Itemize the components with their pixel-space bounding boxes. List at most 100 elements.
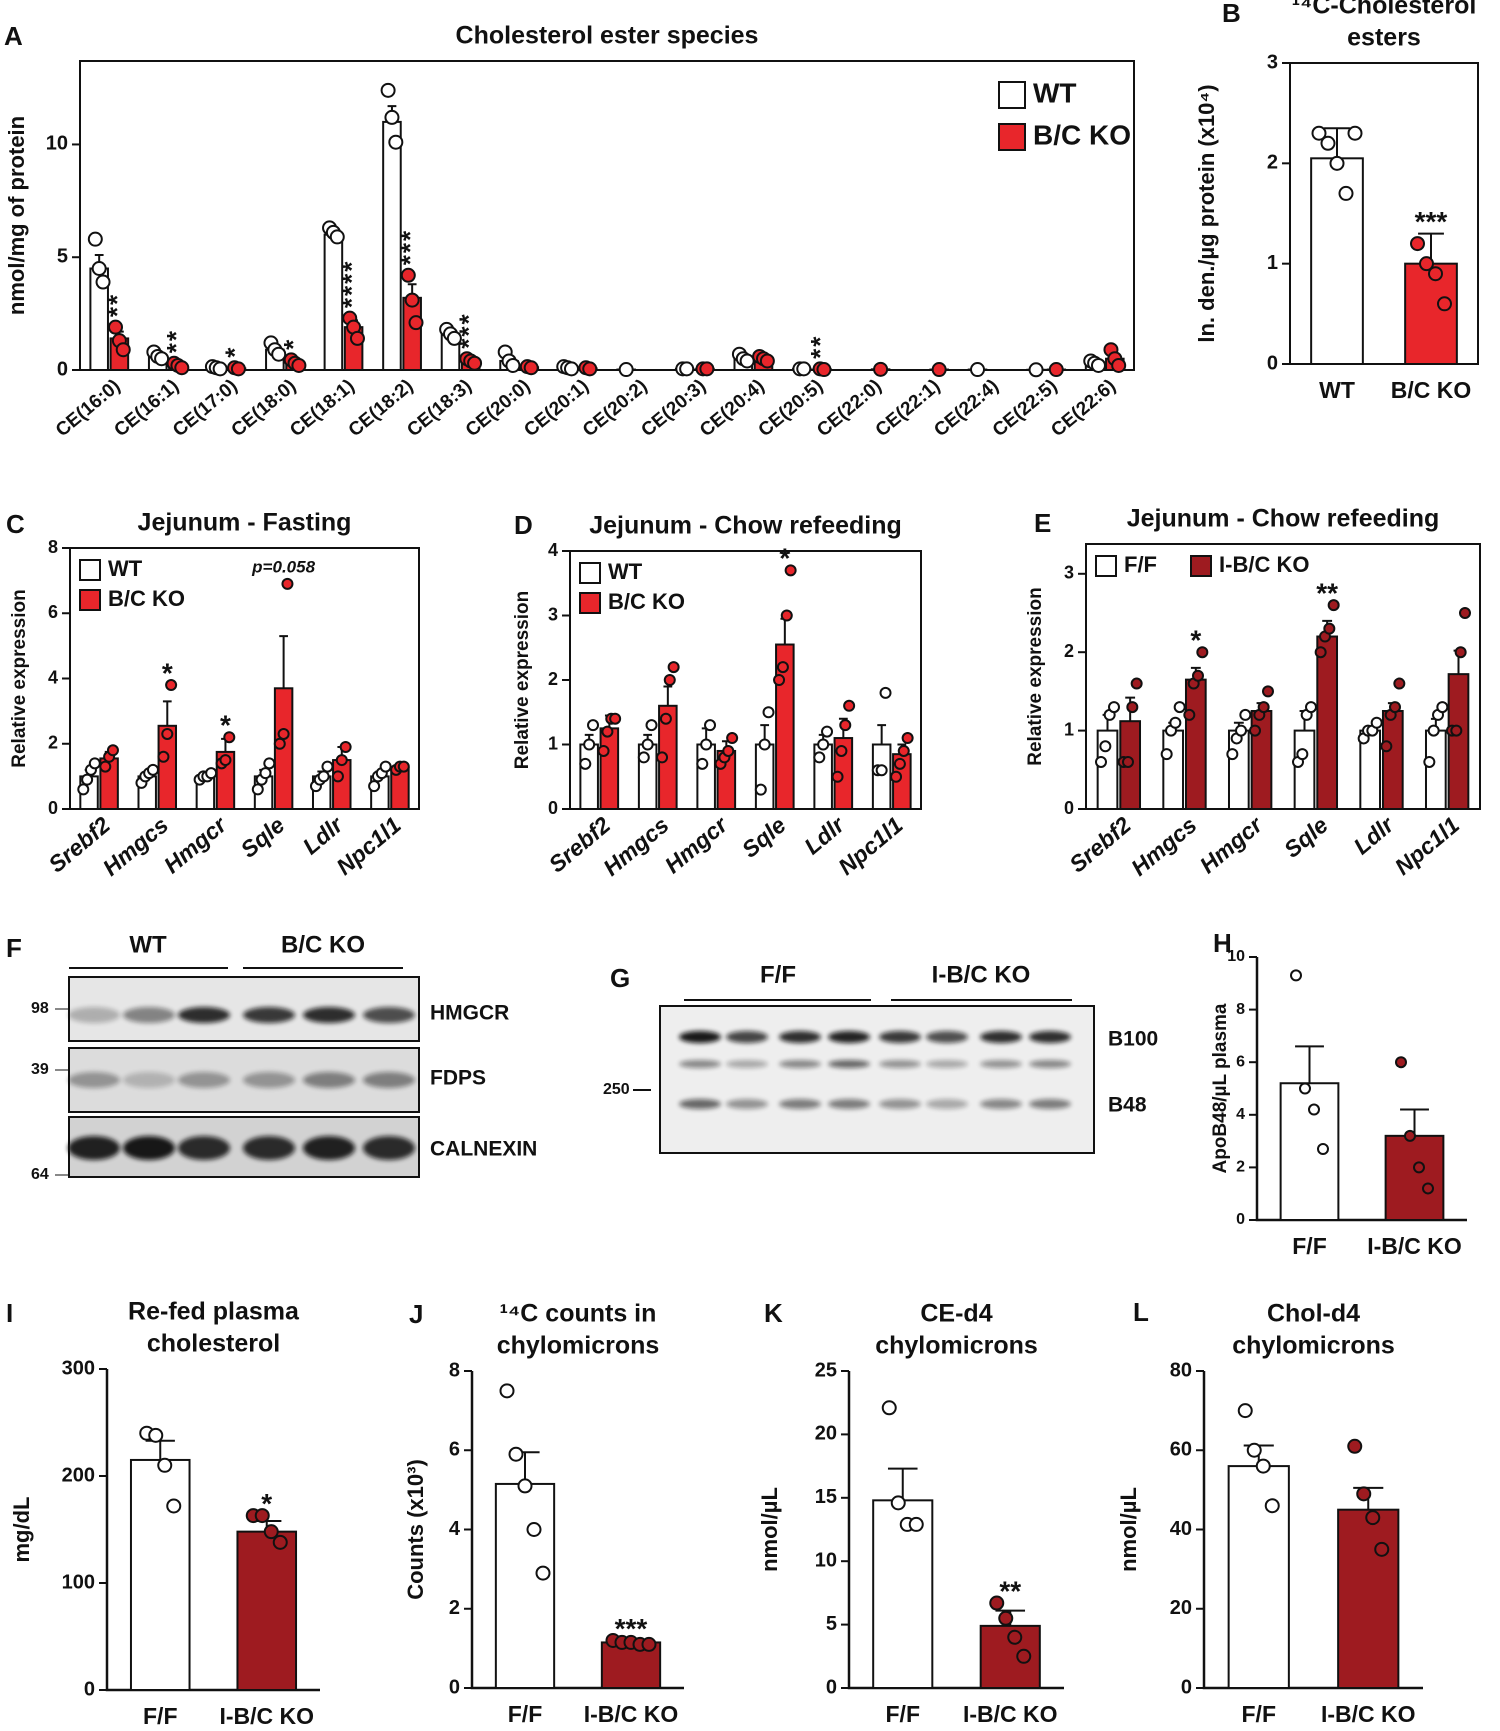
data-point: [1338, 185, 1354, 201]
y-tick-label: 10: [1227, 948, 1245, 965]
significance: ***: [615, 1613, 648, 1644]
y-axis-label: Counts (x10³): [403, 1459, 428, 1600]
blot-band: [828, 1031, 870, 1043]
data-point: [696, 757, 709, 770]
data-point: [259, 767, 272, 780]
bar: [1162, 729, 1185, 811]
y-tick-label: 60: [1170, 1439, 1192, 1461]
data-point: [87, 231, 103, 247]
data-point: [784, 564, 797, 577]
data-point: [1356, 1486, 1372, 1502]
data-point: [1423, 755, 1436, 768]
y-tick-label: 40: [1170, 1518, 1192, 1540]
y-tick-label: 100: [62, 1571, 95, 1593]
data-point: [722, 744, 735, 757]
data-point: [88, 757, 101, 770]
significance: *: [261, 1488, 272, 1519]
data-point: [754, 783, 767, 796]
x-tick-label: Ldlr: [1348, 811, 1399, 860]
y-tick-label: 20: [1170, 1597, 1192, 1619]
data-point: [1370, 716, 1383, 729]
blot-band: [679, 1099, 721, 1109]
legend-swatch: [579, 562, 601, 584]
data-point: [890, 770, 903, 783]
data-point: [161, 727, 174, 740]
data-point: [618, 362, 634, 378]
data-point: [271, 346, 287, 362]
data-point: [582, 361, 598, 377]
data-point: [1235, 724, 1248, 737]
y-tick-label: 15: [815, 1486, 837, 1508]
chart-title: CE-d4: [920, 1300, 992, 1328]
band-label: FDPS: [430, 1067, 486, 1090]
data-point: [1305, 701, 1318, 714]
y-tick-label: 4: [1236, 1106, 1245, 1123]
data-point: [499, 1383, 515, 1399]
y-tick-label: 8: [48, 537, 58, 557]
chart-title: chylomicrons: [1232, 1332, 1395, 1360]
y-tick-label: 300: [62, 1357, 95, 1379]
data-point: [339, 741, 352, 754]
panel-label: L: [1133, 1297, 1149, 1327]
legend-swatch: [79, 559, 101, 581]
y-tick-label: 0: [449, 1676, 460, 1698]
x-tick-label: CE(18:2): [345, 376, 418, 442]
data-point: [317, 770, 330, 783]
blot-band: [828, 1099, 870, 1109]
bar: [1310, 157, 1364, 365]
data-point: [1090, 357, 1106, 373]
data-point: [908, 1516, 924, 1532]
x-tick-label: Hmgcr: [1195, 811, 1268, 878]
data-point: [115, 342, 131, 358]
chart-title: Jejunum - Chow refeeding: [1127, 505, 1440, 533]
data-point: [835, 744, 848, 757]
bar: [1227, 1465, 1290, 1689]
data-point: [989, 1595, 1005, 1611]
group-label: B/C KO: [281, 931, 365, 958]
x-tick-label: Npc1l1: [833, 812, 908, 880]
y-axis-label: Relative expression: [9, 589, 30, 767]
y-tick-label: 2: [1064, 641, 1074, 661]
blot-band: [926, 1060, 968, 1068]
data-point: [205, 767, 218, 780]
data-point: [679, 361, 695, 377]
significance: **: [102, 293, 132, 317]
significance: *: [278, 338, 308, 350]
data-point: [408, 315, 424, 331]
data-point: [263, 1524, 279, 1540]
y-tick-label: 3: [548, 604, 558, 624]
data-point: [1413, 1161, 1425, 1174]
data-point: [1121, 755, 1134, 768]
bar: [129, 1458, 191, 1691]
y-tick-label: 3: [1267, 51, 1278, 73]
error-bar: [279, 635, 288, 689]
y-tick-label: 25: [815, 1359, 837, 1381]
error-bar: [162, 700, 172, 726]
y-tick-label: 5: [826, 1613, 837, 1635]
x-tick-label: CE(20:5): [755, 376, 828, 442]
significance: **: [161, 329, 191, 353]
legend-label: WT: [1033, 77, 1077, 108]
blot-band: [68, 1007, 120, 1023]
data-point: [1173, 701, 1186, 714]
data-point: [1323, 622, 1336, 635]
data-point: [148, 1427, 164, 1443]
error-bar: [1295, 1045, 1324, 1084]
mw-marker: 39: [31, 1061, 49, 1078]
bar: [402, 296, 422, 372]
blot-band: [726, 1099, 768, 1109]
error-bar: [1400, 1108, 1429, 1136]
x-tick-label: CE(18:0): [228, 376, 301, 442]
data-point: [335, 754, 348, 767]
data-point: [1261, 685, 1274, 698]
bar: [1279, 1082, 1340, 1221]
y-axis-label: mg/dL: [9, 1497, 34, 1563]
bar: [696, 743, 716, 810]
x-tick-label: Sqle: [1279, 811, 1333, 862]
y-tick-label: 1: [548, 733, 558, 753]
data-point: [641, 1636, 657, 1652]
data-point: [404, 292, 420, 308]
data-point: [523, 360, 539, 376]
data-point: [467, 355, 483, 371]
x-tick-label: CE(22:0): [813, 376, 886, 442]
